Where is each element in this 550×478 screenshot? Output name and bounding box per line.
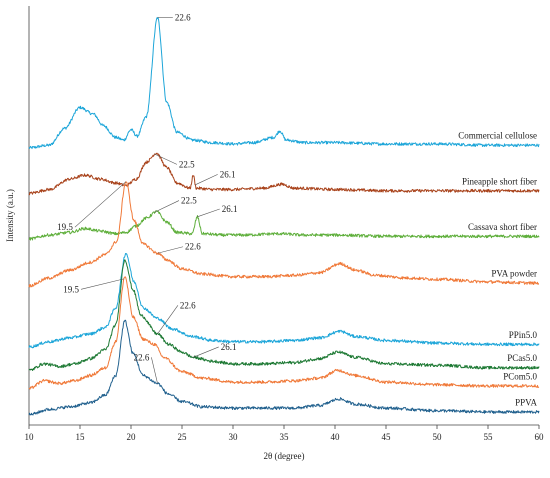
series-label: PVA powder — [491, 269, 537, 279]
peak-label: 22.6 — [175, 13, 191, 23]
series-line — [28, 319, 540, 416]
x-tick-label: 25 — [178, 432, 188, 442]
series-line — [28, 181, 540, 288]
series-label: Commercial cellulose — [458, 131, 537, 141]
peak-leader-line — [195, 174, 218, 186]
series-7: PPVA — [28, 319, 540, 416]
series-6: PCom5.0 — [28, 276, 540, 390]
series-0: Commercial cellulose — [28, 16, 540, 150]
peak-leader-line — [151, 357, 158, 384]
series-label: PCas5.0 — [507, 353, 537, 363]
peak-label: 22.6 — [185, 242, 201, 252]
x-axis-title: 2θ (degree) — [263, 451, 304, 461]
series-label: PPVA — [515, 397, 537, 407]
x-tick-label: 10 — [25, 432, 35, 442]
peak-leader-line — [80, 278, 124, 290]
chart-axes: 10 15 20 25 30 35 40 45 50 55 60 — [25, 6, 545, 442]
peak-label: 19.5 — [57, 222, 73, 232]
series-label: PPin5.0 — [509, 330, 538, 340]
series-2: Cassava short fiber — [28, 210, 540, 241]
peak-leader-line — [157, 246, 184, 254]
series-line — [28, 16, 540, 150]
series-3: PVA powder — [28, 181, 540, 288]
peak-leader-line — [154, 200, 180, 213]
series-label: Pineapple short fiber — [462, 176, 537, 186]
series-line — [28, 152, 540, 196]
series-line — [28, 259, 540, 371]
peak-leader-line — [154, 153, 178, 165]
series-layer: Commercial cellulose Pineapple short fibe… — [28, 16, 540, 416]
peak-leader-line — [157, 305, 179, 335]
peak-leader-line — [74, 181, 127, 228]
x-tick-label: 30 — [229, 432, 239, 442]
peak-label: 22.5 — [181, 196, 197, 206]
x-tick-label: 55 — [484, 432, 494, 442]
series-label: PCom5.0 — [503, 371, 537, 381]
x-tick-label: 50 — [433, 432, 443, 442]
peak-label: 19.5 — [63, 284, 79, 294]
x-tick-label: 20 — [127, 432, 137, 442]
peak-label: 26.1 — [220, 169, 236, 179]
peak-leader-line — [197, 208, 220, 218]
series-line — [28, 210, 540, 241]
series-4: PPin5.0 — [28, 252, 540, 349]
peak-leader-line — [193, 346, 219, 358]
x-tick-label: 40 — [331, 432, 341, 442]
peak-label: 22.5 — [179, 159, 195, 169]
series-label: Cassava short fiber — [468, 222, 537, 232]
series-1: Pineapple short fiber — [28, 152, 540, 196]
peak-label: 26.1 — [222, 204, 238, 214]
peak-label: 22.6 — [180, 300, 196, 310]
x-tick-label: 35 — [280, 432, 290, 442]
annotation-layer: 22.6 22.5 26.1 22.5 26.1 19.5 22.6 22.6 26.1 19.5… — [57, 13, 237, 384]
peak-label: 22.6 — [134, 352, 150, 362]
x-tick-label: 45 — [382, 432, 392, 442]
x-tick-label: 15 — [76, 432, 86, 442]
series-line — [28, 276, 540, 390]
x-tick-label: 60 — [535, 432, 545, 442]
peak-label: 26.1 — [221, 342, 237, 352]
series-5: PCas5.0 — [28, 259, 540, 371]
y-axis-title: Intensity (a.u.) — [5, 189, 15, 242]
series-line — [28, 252, 540, 349]
